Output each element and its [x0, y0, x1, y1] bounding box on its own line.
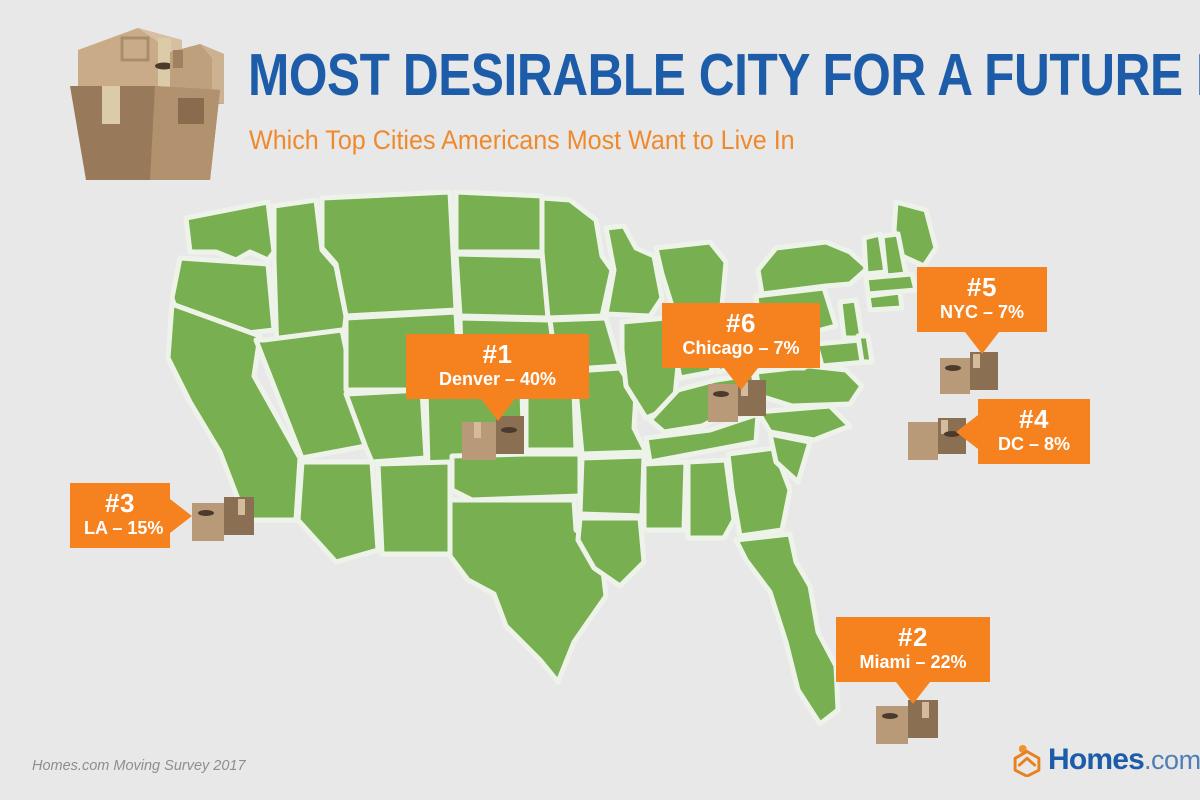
state-nm [375, 459, 453, 557]
state-wa [183, 199, 277, 263]
callout-rank: #1 [482, 339, 513, 369]
callout-tail-left-icon [956, 414, 978, 449]
state-ut [343, 387, 429, 465]
callout-tail-down-icon [896, 682, 930, 704]
state-va [753, 363, 865, 409]
state-ar [577, 453, 647, 519]
state-wi [603, 223, 665, 319]
page-subtitle: Which Top Cities Americans Most Want to … [249, 125, 795, 155]
callout-city: Miami – 22% [859, 652, 967, 672]
state-nd [453, 190, 545, 255]
callout-tail-down-icon [724, 368, 758, 390]
callout-rank: #3 [105, 488, 135, 518]
box-marker-miami [876, 700, 938, 744]
homes-house-logo-icon [1013, 745, 1041, 777]
state-tx [447, 497, 609, 685]
callout-la[interactable]: #3 LA – 15% [70, 483, 192, 548]
callout-city: Denver – 40% [438, 369, 557, 389]
state-mt [319, 190, 459, 319]
callout-rank: #5 [967, 272, 997, 302]
callout-city: Chicago – 7% [682, 338, 800, 358]
brand-name: Homes [1048, 743, 1145, 776]
state-me [891, 199, 939, 269]
callout-miami[interactable]: #2 Miami – 22% [836, 617, 990, 704]
callout-nyc[interactable]: #5 NYC – 7% [917, 267, 1047, 354]
homes-dot-com-logo[interactable]: Homes .com [1010, 740, 1200, 780]
state-ca [165, 301, 303, 523]
state-sd [453, 251, 551, 321]
state-ks [523, 387, 579, 453]
moving-boxes-illustration [70, 28, 224, 180]
state-ok [449, 451, 583, 503]
callout-rank: #4 [1019, 404, 1049, 434]
state-al [685, 457, 737, 541]
box-marker-denver [462, 416, 524, 460]
callout-rank: #2 [898, 622, 928, 652]
box-marker-nyc [940, 352, 998, 394]
state-tn [643, 411, 761, 465]
state-la [575, 515, 647, 589]
callout-city: DC – 8% [997, 434, 1071, 454]
callout-chicago[interactable]: #6 Chicago – 7% [662, 303, 820, 390]
state-ma [863, 271, 919, 297]
state-ms [641, 459, 689, 533]
box-marker-la [192, 497, 254, 541]
state-ct [865, 289, 905, 313]
page-title: MOST DESIRABLE CITY FOR A FUTURE MOVE [248, 42, 1200, 108]
state-ny [755, 239, 871, 297]
state-de [855, 333, 875, 365]
callout-tail-down-icon [965, 332, 999, 354]
state-nv [253, 327, 369, 461]
callout-tail-down-icon [480, 399, 515, 421]
state-nj [837, 297, 865, 341]
callout-denver[interactable]: #1 Denver – 40% [406, 334, 589, 421]
callout-rank: #6 [726, 308, 756, 338]
state-fl [733, 531, 841, 727]
callout-tail-right-icon [170, 498, 192, 533]
callout-dc[interactable]: #4 DC – 8% [956, 399, 1090, 464]
state-az [295, 459, 381, 565]
state-mn [539, 195, 615, 321]
brand-tld: .com [1144, 744, 1200, 775]
callout-city: LA – 15% [84, 518, 164, 538]
source-note: Homes.com Moving Survey 2017 [32, 758, 246, 774]
callout-city: NYC – 7% [939, 302, 1025, 322]
